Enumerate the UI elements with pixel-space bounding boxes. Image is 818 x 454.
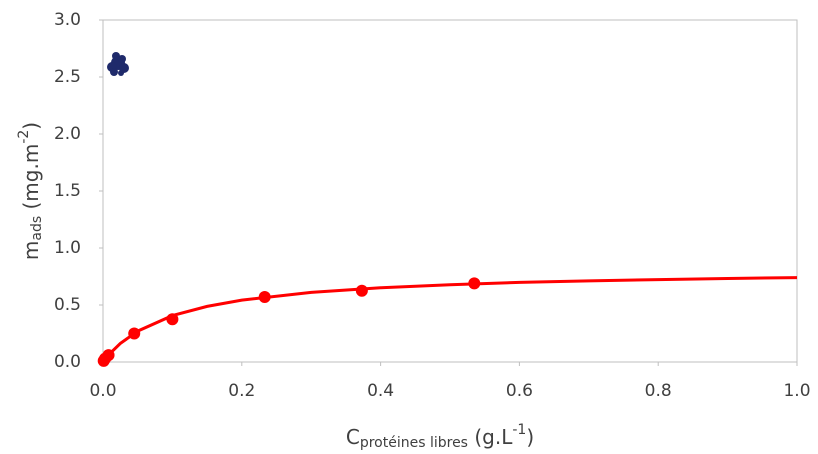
y-tick-label: 0.5 [54, 295, 81, 315]
x-axis-title: Cprotéines libres (g.L-1) [346, 422, 534, 451]
y-title-sub: ads [29, 216, 45, 241]
y-axis-title: mads (mg.m-2) [16, 122, 45, 260]
protein-icon [107, 52, 129, 76]
y-tick-label: 0.0 [54, 352, 81, 372]
x-title-unit: (g.L [468, 425, 513, 449]
x-tick-label: 0.2 [228, 381, 255, 401]
y-tick-label: 3.0 [54, 10, 81, 30]
x-title-end: ) [526, 425, 534, 449]
y-title-end: ) [19, 122, 43, 130]
plot-frame [102, 19, 798, 363]
y-tick-label: 1.0 [54, 238, 81, 258]
y-tick-label: 2.5 [54, 67, 81, 87]
x-tick-label: 0.6 [506, 381, 533, 401]
x-title-sup: -1 [512, 422, 526, 438]
y-title-unit: (mg.m [19, 144, 43, 216]
y-tick-label: 2.0 [54, 124, 81, 144]
y-title-main: m [19, 241, 43, 260]
x-tick-label: 0.0 [89, 381, 116, 401]
x-tick-label: 1.0 [783, 381, 810, 401]
x-title-main: C [346, 425, 360, 449]
x-tick-label: 0.4 [367, 381, 394, 401]
x-tick-label: 0.8 [645, 381, 672, 401]
y-tick-label: 1.5 [54, 181, 81, 201]
y-title-sup: -2 [16, 130, 32, 144]
x-title-sub: protéines libres [360, 435, 468, 451]
fit-line [101, 276, 798, 363]
